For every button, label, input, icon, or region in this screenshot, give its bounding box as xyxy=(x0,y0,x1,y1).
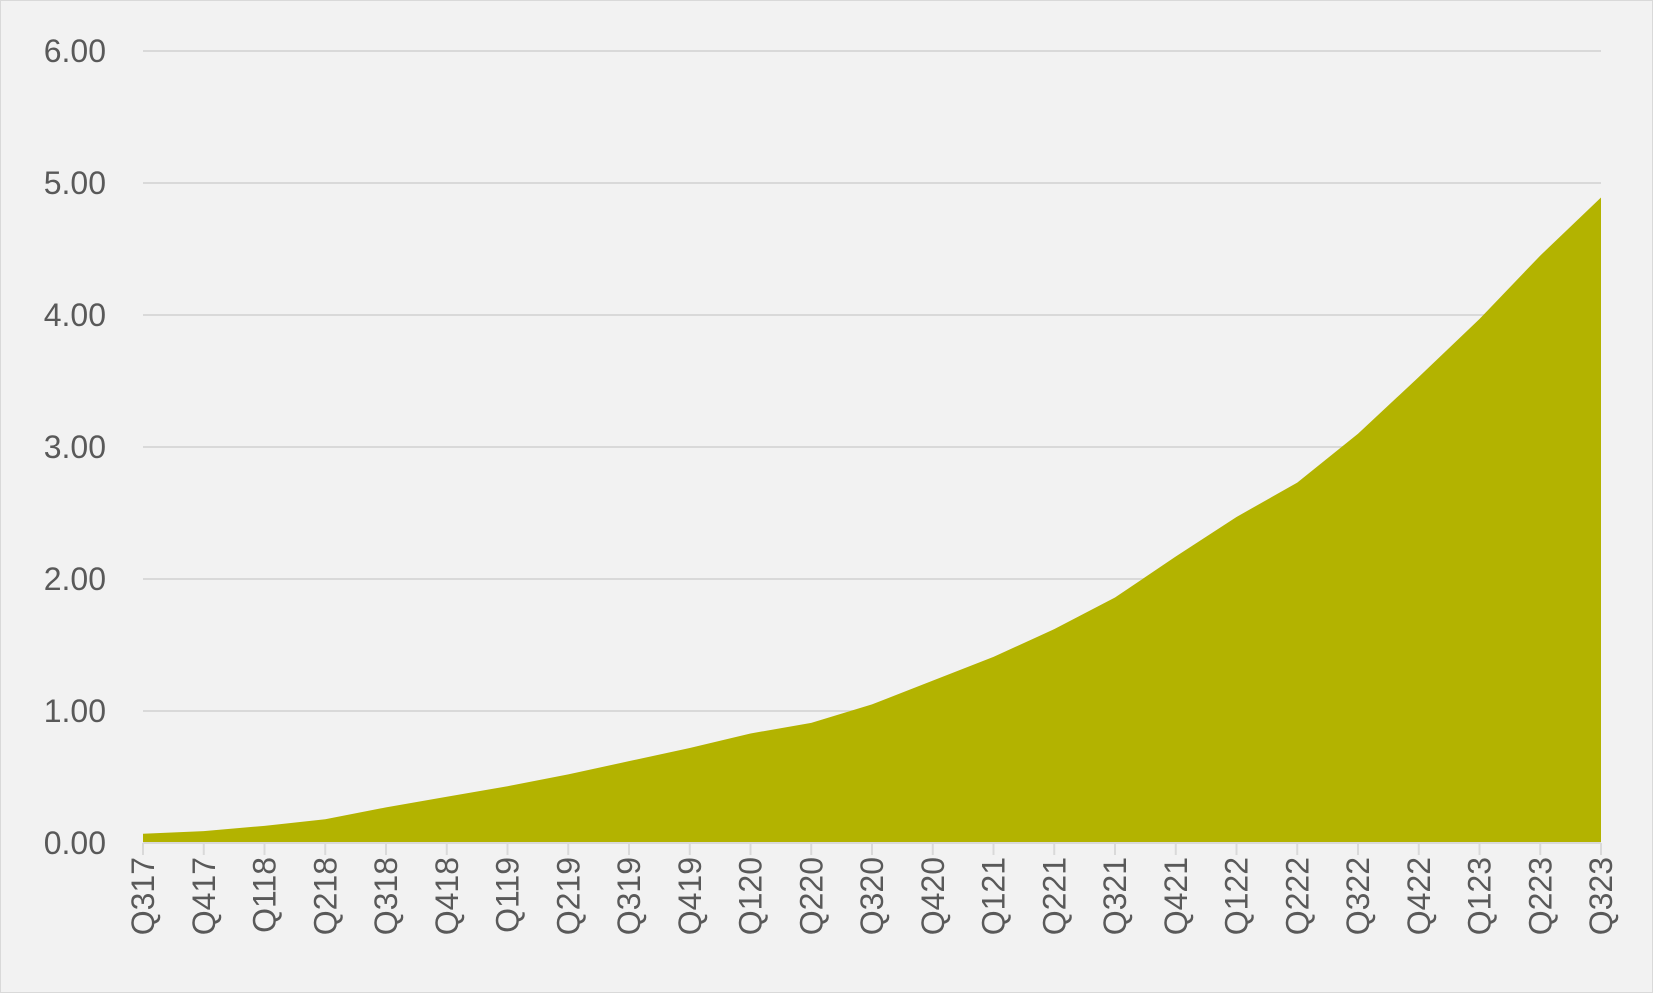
y-tick-label: 2.00 xyxy=(44,561,106,597)
y-tick-label: 6.00 xyxy=(44,33,106,69)
x-axis-tick-labels: Q317 Q417 Q118 Q218 Q318 Q418 Q119 Q219 Q319 Q419… xyxy=(125,857,1619,935)
x-tick-label: Q418 xyxy=(429,857,465,935)
x-tick-label: Q220 xyxy=(793,857,829,935)
y-tick-label: 3.00 xyxy=(44,429,106,465)
series-area-fill xyxy=(143,197,1601,843)
x-tick-label: Q421 xyxy=(1158,857,1194,935)
x-tick-label: Q118 xyxy=(247,857,283,933)
x-tick-label: Q417 xyxy=(186,857,222,935)
x-tick-label: Q419 xyxy=(672,857,708,935)
x-tick-label: Q120 xyxy=(733,857,769,935)
series-area xyxy=(143,197,1601,843)
x-tick-label: Q320 xyxy=(854,857,890,935)
x-tick-label: Q322 xyxy=(1340,857,1376,935)
x-tick-label: Q219 xyxy=(550,857,586,935)
x-tick-label: Q319 xyxy=(611,857,647,935)
x-tick-label: Q123 xyxy=(1462,857,1498,935)
y-tick-label: 0.00 xyxy=(44,825,106,861)
x-tick-label: Q222 xyxy=(1279,857,1315,935)
x-tick-label: Q318 xyxy=(368,857,404,935)
x-tick-label: Q422 xyxy=(1401,857,1437,935)
x-tick-label: Q223 xyxy=(1522,857,1558,935)
x-tick-label: Q119 xyxy=(490,857,526,933)
x-tick-label: Q218 xyxy=(307,857,343,935)
x-tick-label: Q323 xyxy=(1583,857,1619,935)
x-tick-label: Q420 xyxy=(915,857,951,935)
y-axis-tick-labels: 0.00 1.00 2.00 3.00 4.00 5.00 6.00 xyxy=(44,33,106,861)
y-tick-label: 1.00 xyxy=(44,693,106,729)
y-tick-label: 5.00 xyxy=(44,165,106,201)
x-tick-label: Q221 xyxy=(1036,857,1072,935)
y-tick-label: 4.00 xyxy=(44,297,106,333)
x-tick-label: Q121 xyxy=(976,857,1012,935)
x-tick-label: Q317 xyxy=(125,857,161,935)
x-axis xyxy=(142,842,1602,855)
x-tick-label: Q321 xyxy=(1097,857,1133,935)
x-tick-label: Q122 xyxy=(1219,857,1255,935)
